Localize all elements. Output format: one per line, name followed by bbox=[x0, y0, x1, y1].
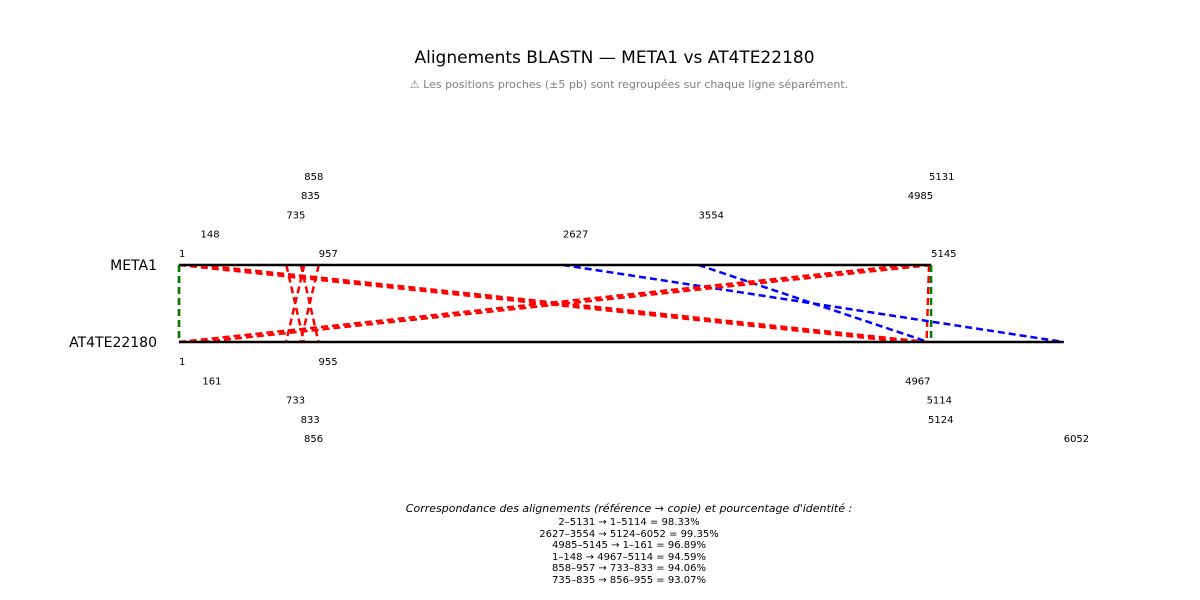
subject-tick-label: 955 bbox=[318, 357, 337, 368]
subject-tick-labels: 1 955 161 4967 733 5114 833 5124 856 6052 bbox=[179, 357, 1089, 445]
query-tick-label: 735 bbox=[286, 210, 305, 221]
query-tick-labels: 1 957 5145 148 2627 735 3554 835 4985 858 5131 bbox=[179, 172, 957, 260]
legend-item: 2627–3554 → 5124–6052 = 99.35% bbox=[539, 528, 719, 540]
diagram-subtitle: ⚠ Les positions proches (±5 pb) sont reg… bbox=[409, 78, 849, 91]
query-tick-label: 957 bbox=[319, 249, 338, 260]
query-tick-label: 3554 bbox=[698, 210, 723, 221]
query-tick-label: 858 bbox=[304, 172, 323, 183]
query-tick-label: 5145 bbox=[931, 249, 956, 260]
legend-item: 1–148 → 4967–5114 = 94.59% bbox=[552, 551, 706, 563]
query-tick-label: 4985 bbox=[908, 191, 933, 202]
legend-item: 4985–5145 → 1–161 = 96.89% bbox=[552, 540, 706, 552]
legend-item: 858–957 → 733–833 = 94.06% bbox=[552, 563, 706, 575]
subject-tick-label: 733 bbox=[286, 396, 305, 407]
query-tick-label: 835 bbox=[301, 191, 320, 202]
subject-tick-label: 161 bbox=[202, 376, 221, 387]
subject-tick-label: 6052 bbox=[1064, 434, 1089, 445]
query-tick-label: 148 bbox=[200, 230, 219, 241]
legend-item: 2–5131 → 1–5114 = 98.33% bbox=[558, 517, 700, 528]
alignment-0-edge-end bbox=[925, 264, 931, 343]
subject-sequence-label: AT4TE22180 bbox=[69, 335, 157, 351]
alignment-3-edge-end bbox=[200, 263, 927, 344]
diagram-title: Alignements BLASTN — META1 vs AT4TE22180 bbox=[414, 48, 815, 68]
subject-tick-label: 5114 bbox=[927, 396, 952, 407]
legend-list: 2–5131 → 1–5114 = 98.33% 2627–3554 → 512… bbox=[0, 517, 1200, 587]
subject-tick-label: 856 bbox=[304, 434, 323, 445]
query-sequence-label: META1 bbox=[110, 258, 157, 274]
legend-title: Correspondance des alignements (référenc… bbox=[405, 502, 853, 515]
query-tick-label: 5131 bbox=[929, 172, 954, 183]
alignment-1-edge-end bbox=[698, 263, 929, 344]
boundary-layer bbox=[177, 265, 933, 342]
alignment-5-edge-end bbox=[299, 264, 320, 343]
subject-tick-label: 833 bbox=[301, 415, 320, 426]
subject-tick-label: 1 bbox=[179, 357, 185, 368]
query-tick-label: 2627 bbox=[563, 230, 588, 241]
alignment-5-edge-start bbox=[285, 264, 306, 343]
query-tick-label: 1 bbox=[179, 249, 185, 260]
alignments-layer bbox=[177, 263, 1064, 344]
subject-tick-label: 5124 bbox=[928, 415, 953, 426]
subject-tick-label: 4967 bbox=[905, 376, 930, 387]
legend-item: 735–835 → 856–955 = 93.07% bbox=[552, 574, 706, 586]
